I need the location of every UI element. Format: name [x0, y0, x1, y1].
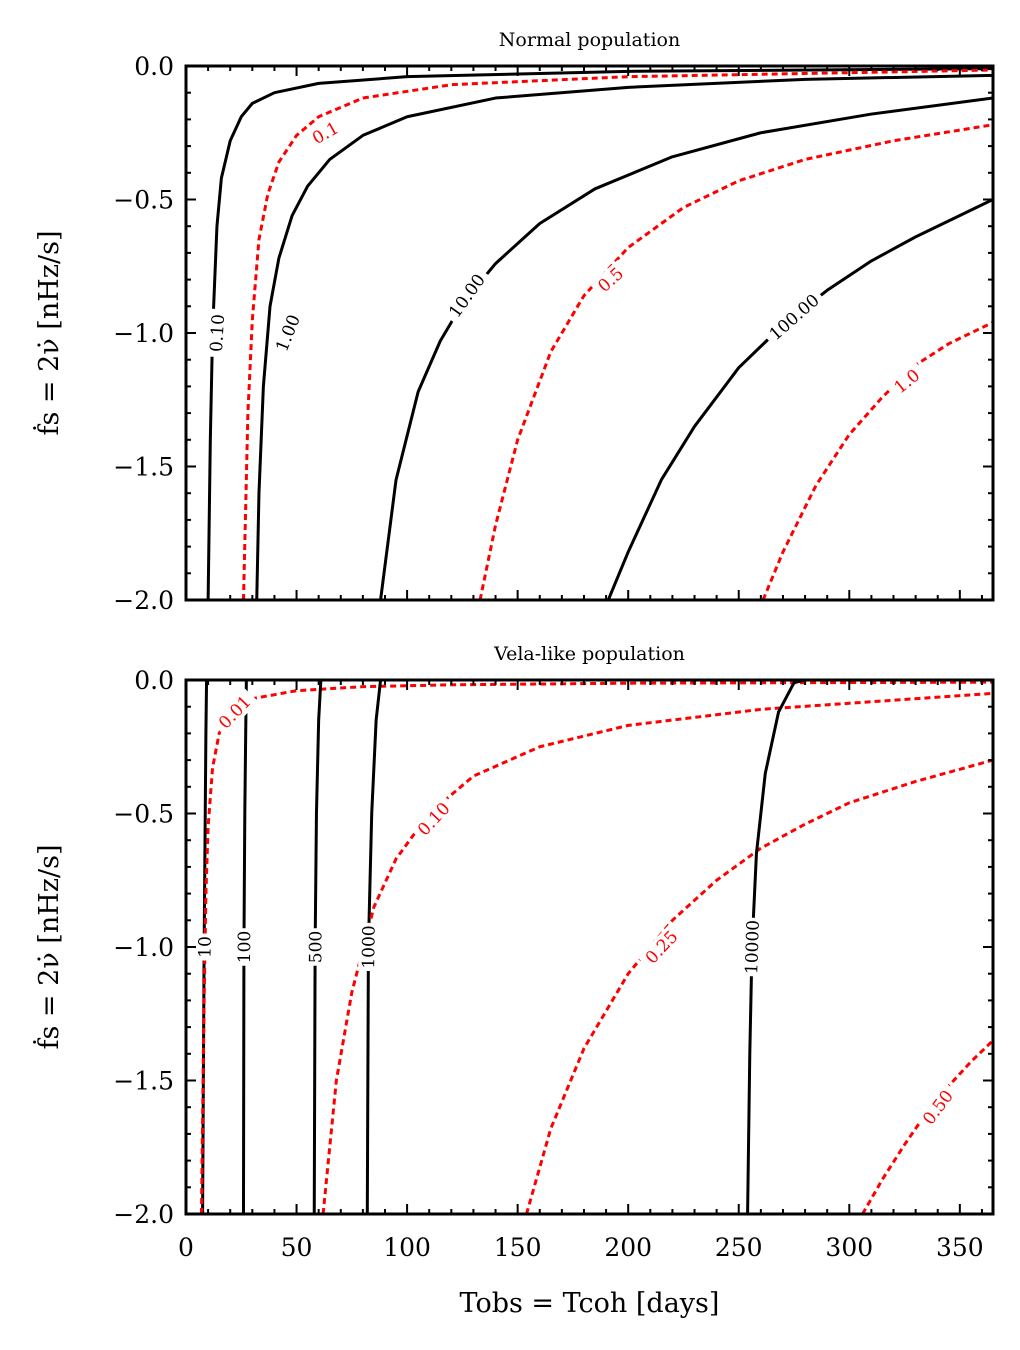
contour-label-group: 10.00 [441, 265, 492, 326]
x-axis-label: Tobs = Tcoh [days] [460, 1288, 720, 1319]
contour-label-bg [915, 1082, 961, 1133]
x-tick-label: 350 [936, 1233, 984, 1262]
contour-label-bg [761, 286, 827, 348]
contour-label-bg [637, 922, 686, 972]
y-tick-label: −0.5 [113, 186, 174, 215]
contour-label-group: 0.10 [409, 794, 458, 844]
contour-label-bg [358, 922, 379, 972]
x-tick-label: 250 [715, 1233, 763, 1262]
contour-label-group: 1.0 [885, 361, 928, 401]
contour-line-10-00 [379, 96, 993, 600]
contour-label-bg [205, 308, 229, 358]
x-tick-label: 300 [825, 1233, 873, 1262]
series-group [206, 67, 993, 600]
contour-label: 10000 [742, 920, 764, 975]
axes-frame [184, 64, 995, 602]
contour-label-bg [409, 794, 458, 844]
contour-label: 10 [196, 936, 216, 958]
contour-label-bg [304, 114, 347, 151]
contour-label-group: 0.10 [205, 308, 229, 358]
contour-line-1-0 [761, 320, 993, 600]
contour-label-bg [305, 928, 326, 966]
y-tick-label: 0.0 [134, 52, 174, 81]
contour-line-10 [201, 680, 209, 1214]
tick-marks [185, 679, 993, 1215]
y-tick-label: −1.0 [113, 933, 174, 962]
contour-label: 100 [235, 931, 255, 964]
contour-label: 10.00 [445, 271, 490, 322]
y-tick-label: −1.0 [113, 319, 174, 348]
x-tick-label: 200 [604, 1233, 652, 1262]
contour-line-100 [241, 680, 248, 1214]
contour-label-group: 100.00 [761, 286, 827, 348]
y-tick-label: −2.0 [113, 586, 174, 615]
contour-line-100-00 [606, 198, 993, 600]
contour-label-group: 0.25 [637, 922, 686, 972]
panel-title: Normal population [499, 29, 680, 51]
contour-label-bg [234, 928, 255, 966]
contour-label: 100.00 [766, 291, 824, 345]
contour-line-0-10 [206, 67, 993, 600]
contour-line-0-25 [525, 758, 993, 1214]
contour-line-0-1 [241, 68, 993, 600]
contour-label-group: 0.01 [210, 687, 259, 737]
contour-label-group: 500 [305, 928, 326, 966]
contour-line-10000 [746, 680, 806, 1214]
contour-line-1000 [365, 680, 383, 1214]
y-tick-label: −1.5 [113, 453, 174, 482]
contour-label: 1.00 [272, 312, 305, 355]
contour-label-group: 0.1 [304, 114, 347, 151]
contour-label: 0.10 [207, 314, 229, 353]
y-tick-label: −2.0 [113, 1200, 174, 1229]
contour-label-group: 100 [234, 928, 255, 966]
contour-line-500 [312, 680, 323, 1214]
x-tick-label: 100 [383, 1233, 431, 1262]
contour-label-bg [441, 265, 492, 326]
contour-line-1-00 [255, 73, 993, 600]
panel-title: Vela-like population [493, 643, 685, 665]
contour-label: 1000 [359, 925, 379, 968]
contour-label-group: 1.00 [269, 307, 306, 359]
tick-marks [185, 65, 993, 601]
x-tick-label: 150 [494, 1233, 542, 1262]
contour-label-group: 1000 [358, 922, 380, 972]
x-tick-label: 50 [281, 1233, 313, 1262]
contour-label-bg [741, 917, 763, 977]
contour-line-0-5 [478, 123, 993, 600]
y-tick-label: −0.5 [113, 800, 174, 829]
y-axis-label: ḟs = 2ν̇ [nHz/s] [32, 845, 65, 1050]
contour-label-bg [885, 361, 928, 401]
y-axis-label: ḟs = 2ν̇ [nHz/s] [32, 231, 65, 436]
contour-label-group: 10 [194, 933, 216, 961]
contour-label-bg [269, 307, 306, 359]
y-tick-label: 0.0 [134, 666, 174, 695]
contour-label-group: 10000 [741, 917, 764, 977]
x-tick-label: 0 [178, 1233, 194, 1262]
contour-label-bg [589, 259, 632, 300]
contour-label-group: 0.50 [915, 1082, 961, 1133]
contour-label-bg [210, 687, 259, 737]
contour-label-bg [194, 933, 215, 961]
contour-label: 500 [306, 931, 326, 964]
y-tick-label: −1.5 [113, 1067, 174, 1096]
